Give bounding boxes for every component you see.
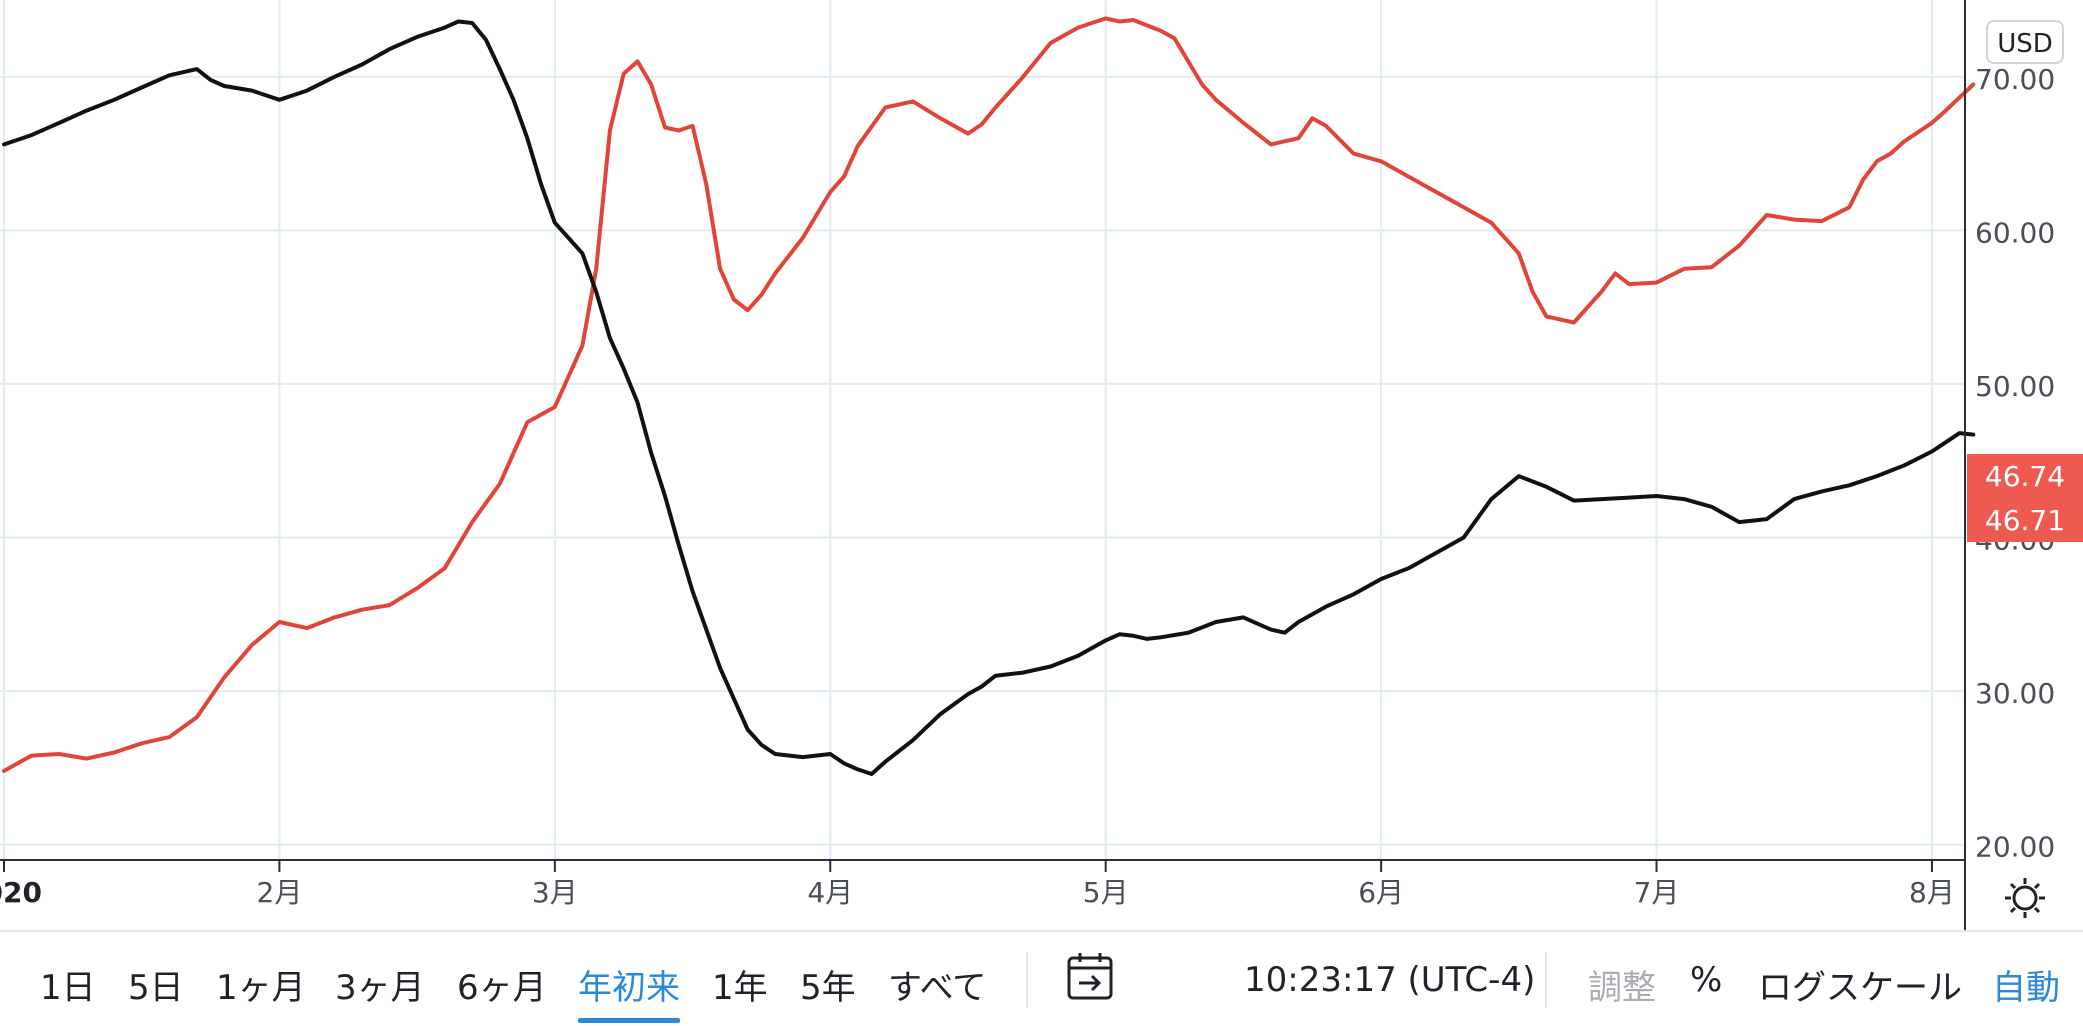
- series-line-red: [2, 16, 1976, 773]
- y-tick-label: 30.00: [1975, 677, 2055, 710]
- x-axis-ticks: 2020 2月 3月 4月 5月 6月 7月 8月: [0, 860, 1955, 909]
- range-1y-button[interactable]: 1年: [712, 968, 768, 1008]
- range-6m-button[interactable]: 6ヶ月: [457, 968, 547, 1008]
- time-display: 10:23:17 (UTC-4): [1244, 960, 1536, 1000]
- auto-scale-toggle[interactable]: 自動: [1992, 968, 2060, 1008]
- toolbar-divider: [1026, 952, 1028, 1008]
- chart-settings-button[interactable]: [2005, 878, 2045, 918]
- x-tick-label: 2020: [0, 876, 42, 909]
- currency-button[interactable]: USD: [1986, 20, 2064, 64]
- last-value-label: 46.74: [1985, 460, 2065, 493]
- x-tick-label: 4月: [807, 876, 853, 909]
- last-value-tags: 46.74 46.71: [1967, 454, 2083, 542]
- x-tick-label: 2月: [257, 876, 303, 909]
- y-tick-label: 20.00: [1975, 831, 2055, 864]
- y-tick-label: 60.00: [1975, 216, 2055, 249]
- adjust-toggle[interactable]: 調整: [1588, 968, 1656, 1008]
- calendar-goto-icon[interactable]: [1065, 950, 1117, 1006]
- range-5d-button[interactable]: 5日: [128, 968, 184, 1008]
- range-1m-button[interactable]: 1ヶ月: [216, 968, 306, 1008]
- chart-series: [2, 16, 1976, 776]
- x-tick-label: 8月: [1909, 876, 1955, 909]
- x-tick-label: 7月: [1634, 876, 1680, 909]
- range-3m-button[interactable]: 3ヶ月: [335, 968, 425, 1008]
- range-1d-button[interactable]: 1日: [40, 968, 96, 1008]
- gear-icon: [2005, 878, 2045, 918]
- range-all-button[interactable]: すべて: [888, 968, 987, 1008]
- x-tick-label: 5月: [1083, 876, 1129, 909]
- last-value-tag-background: [1967, 454, 2083, 542]
- log-scale-toggle[interactable]: ログスケール: [1758, 968, 1962, 1008]
- y-tick-label: 50.00: [1975, 370, 2055, 403]
- series-line-black: [2, 19, 1976, 776]
- chart-grid: [0, 0, 1965, 860]
- percent-toggle[interactable]: %: [1690, 960, 1723, 1000]
- x-tick-label: 3月: [532, 876, 578, 909]
- last-value-label: 46.71: [1985, 504, 2065, 537]
- range-5y-button[interactable]: 5年: [800, 968, 856, 1008]
- x-tick-label: 6月: [1358, 876, 1404, 909]
- range-ytd-button[interactable]: 年初来: [578, 960, 680, 1023]
- y-tick-label: 70.00: [1975, 63, 2055, 96]
- bottom-toolbar: 1日 5日 1ヶ月 3ヶ月 6ヶ月 年初来 1年 5年 すべて 10:23:17…: [0, 930, 2083, 1026]
- toolbar-divider: [1545, 952, 1547, 1008]
